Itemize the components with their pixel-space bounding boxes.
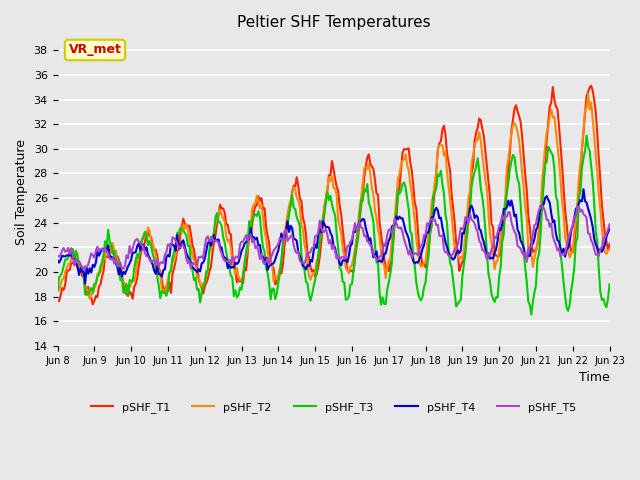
pSHF_T5 [538, 202, 546, 208]
pSHF_T1 [89, 301, 97, 307]
pSHF_T2 [400, 156, 408, 162]
pSHF_T3 [156, 295, 164, 301]
pSHF_T5 [80, 267, 88, 273]
pSHF_T5 [541, 209, 549, 215]
pSHF_T1 [388, 253, 396, 259]
Line: pSHF_T1: pSHF_T1 [58, 86, 609, 304]
pSHF_T4 [69, 256, 77, 262]
pSHF_T1 [54, 298, 61, 303]
Legend: pSHF_T1, pSHF_T2, pSHF_T3, pSHF_T4, pSHF_T5: pSHF_T1, pSHF_T2, pSHF_T3, pSHF_T4, pSHF… [86, 397, 581, 417]
pSHF_T4 [540, 202, 547, 207]
pSHF_T5 [369, 252, 377, 257]
pSHF_T2 [584, 91, 592, 96]
pSHF_T4 [605, 226, 613, 232]
pSHF_T1 [540, 179, 547, 185]
pSHF_T1 [369, 166, 377, 172]
pSHF_T5 [605, 221, 613, 227]
pSHF_T5 [388, 230, 396, 236]
Line: pSHF_T3: pSHF_T3 [58, 136, 609, 314]
pSHF_T3 [54, 288, 61, 294]
pSHF_T5 [69, 253, 77, 259]
pSHF_T4 [388, 224, 396, 230]
pSHF_T3 [368, 211, 376, 217]
pSHF_T2 [86, 296, 93, 301]
Line: pSHF_T5: pSHF_T5 [58, 205, 609, 270]
pSHF_T5 [158, 259, 166, 265]
pSHF_T4 [580, 186, 588, 192]
pSHF_T3 [540, 180, 547, 186]
pSHF_T4 [54, 257, 61, 263]
Line: pSHF_T2: pSHF_T2 [58, 94, 609, 299]
pSHF_T4 [158, 274, 166, 279]
pSHF_T3 [583, 133, 591, 139]
pSHF_T3 [387, 271, 394, 277]
Title: Peltier SHF Temperatures: Peltier SHF Temperatures [237, 15, 430, 30]
pSHF_T1 [69, 260, 77, 266]
pSHF_T1 [400, 146, 408, 152]
pSHF_T5 [54, 252, 61, 258]
pSHF_T1 [605, 241, 613, 247]
pSHF_T2 [158, 286, 166, 292]
pSHF_T3 [605, 281, 613, 287]
X-axis label: Time: Time [579, 371, 609, 384]
pSHF_T1 [158, 277, 166, 283]
pSHF_T4 [81, 280, 89, 286]
pSHF_T2 [388, 236, 396, 242]
pSHF_T5 [400, 237, 408, 242]
pSHF_T2 [69, 252, 77, 258]
pSHF_T2 [540, 163, 547, 168]
Line: pSHF_T4: pSHF_T4 [58, 189, 609, 283]
Text: VR_met: VR_met [68, 44, 122, 57]
pSHF_T1 [588, 83, 595, 89]
pSHF_T3 [69, 246, 77, 252]
pSHF_T2 [54, 284, 61, 289]
pSHF_T4 [400, 222, 408, 228]
Y-axis label: Soil Temperature: Soil Temperature [15, 139, 28, 245]
pSHF_T2 [605, 247, 613, 253]
pSHF_T4 [369, 254, 377, 260]
pSHF_T2 [369, 192, 377, 197]
pSHF_T3 [527, 312, 535, 317]
pSHF_T3 [399, 181, 406, 187]
